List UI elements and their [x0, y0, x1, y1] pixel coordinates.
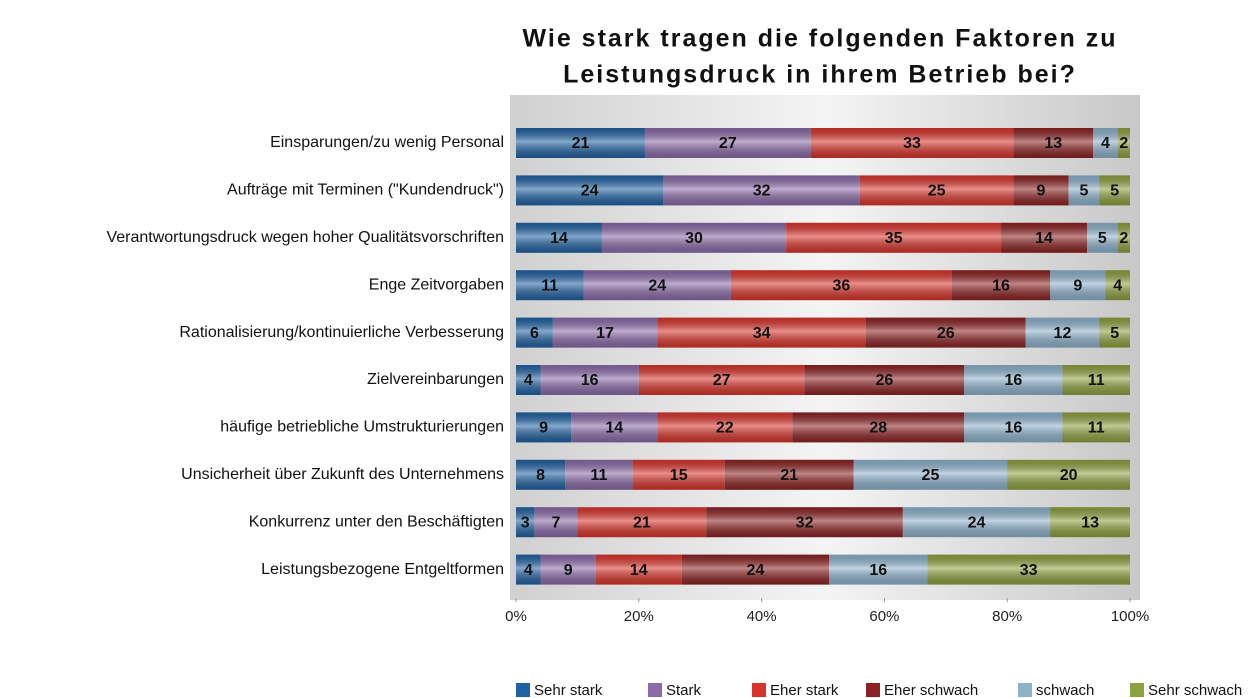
data-label: 9 [564, 562, 573, 579]
chart-title: Wie stark tragen die folgenden Faktoren … [523, 25, 1118, 53]
x-tick-label: 0% [505, 608, 527, 625]
data-label: 27 [719, 135, 737, 152]
data-label: 32 [796, 514, 814, 531]
category-label: Leistungsbezogene Entgeltformen [261, 561, 504, 578]
data-label: 26 [937, 325, 955, 342]
data-label: 6 [530, 325, 539, 342]
data-label: 17 [596, 325, 614, 342]
legend-label: Stark [666, 682, 702, 698]
x-tick-label: 100% [1111, 608, 1149, 625]
data-label: 16 [1004, 420, 1022, 437]
data-label: 34 [753, 325, 771, 342]
data-label: 24 [581, 183, 599, 200]
legend-label: Sehr stark [534, 682, 603, 698]
data-label: 16 [869, 562, 887, 579]
legend-label: Eher schwach [884, 682, 978, 698]
data-label: 13 [1044, 135, 1062, 152]
data-label: 24 [648, 277, 666, 294]
data-label: 5 [1079, 183, 1088, 200]
category-label: Verantwortungsdruck wegen hoher Qualität… [106, 229, 504, 246]
data-label: 24 [968, 514, 986, 531]
data-label: 13 [1081, 514, 1099, 531]
data-label: 4 [524, 372, 533, 389]
category-label: Unsicherheit über Zukunft des Unternehme… [181, 466, 504, 483]
category-label: häufige betriebliche Umstrukturierungen [220, 419, 504, 436]
data-label: 20 [1060, 467, 1078, 484]
category-label: Zielvereinbarungen [367, 371, 504, 388]
data-label: 21 [780, 467, 798, 484]
data-label: 5 [1110, 183, 1119, 200]
data-label: 21 [572, 135, 590, 152]
data-label: 25 [928, 183, 946, 200]
data-label: 15 [670, 467, 688, 484]
category-label: Enge Zeitvorgaben [369, 276, 504, 293]
data-label: 8 [536, 467, 545, 484]
data-label: 36 [833, 277, 851, 294]
data-label: 28 [869, 420, 887, 437]
data-label: 35 [885, 230, 903, 247]
category-label: Einsparungen/zu wenig Personal [270, 134, 504, 151]
legend-label: Eher stark [770, 682, 839, 698]
data-label: 21 [633, 514, 651, 531]
category-label: Aufträge mit Terminen ("Kundendruck") [227, 182, 504, 199]
data-label: 22 [716, 420, 734, 437]
data-label: 9 [1073, 277, 1082, 294]
data-label: 7 [551, 514, 560, 531]
category-label: Konkurrenz unter den Beschäftigten [249, 513, 504, 530]
data-label: 11 [590, 467, 607, 484]
data-label: 4 [524, 562, 533, 579]
legend-swatch [648, 683, 662, 697]
data-label: 2 [1119, 230, 1128, 247]
data-label: 9 [1037, 183, 1046, 200]
legend-swatch [1130, 683, 1144, 697]
data-label: 14 [605, 420, 623, 437]
data-label: 14 [1035, 230, 1053, 247]
data-label: 27 [713, 372, 731, 389]
data-label: 5 [1110, 325, 1119, 342]
data-label: 12 [1054, 325, 1072, 342]
data-label: 11 [1088, 372, 1105, 389]
category-label: Rationalisierung/kontinuierliche Verbess… [179, 324, 504, 341]
data-label: 4 [1113, 277, 1122, 294]
data-label: 24 [747, 562, 765, 579]
data-label: 2 [1119, 135, 1128, 152]
data-label: 3 [521, 514, 530, 531]
data-label: 5 [1098, 230, 1107, 247]
legend-swatch [866, 683, 880, 697]
data-label: 16 [992, 277, 1010, 294]
data-label: 30 [685, 230, 703, 247]
x-tick-label: 20% [624, 608, 654, 625]
data-label: 16 [1004, 372, 1022, 389]
legend-swatch [752, 683, 766, 697]
chart-title: Leistungsdruck in ihrem Betrieb bei? [563, 61, 1077, 89]
data-label: 11 [541, 277, 558, 294]
legend-label: Sehr schwach [1148, 682, 1242, 698]
data-label: 4 [1101, 135, 1110, 152]
data-label: 9 [539, 420, 548, 437]
data-label: 32 [753, 183, 771, 200]
legend-swatch [516, 683, 530, 697]
data-label: 33 [1020, 562, 1038, 579]
data-label: 26 [876, 372, 894, 389]
legend-label: schwach [1036, 682, 1094, 698]
data-label: 33 [903, 135, 921, 152]
data-label: 14 [550, 230, 568, 247]
data-label: 16 [581, 372, 599, 389]
x-tick-label: 60% [869, 608, 899, 625]
data-label: 25 [922, 467, 940, 484]
x-tick-label: 80% [992, 608, 1022, 625]
data-label: 11 [1088, 420, 1105, 437]
legend-swatch [1018, 683, 1032, 697]
x-tick-label: 40% [747, 608, 777, 625]
data-label: 14 [630, 562, 648, 579]
